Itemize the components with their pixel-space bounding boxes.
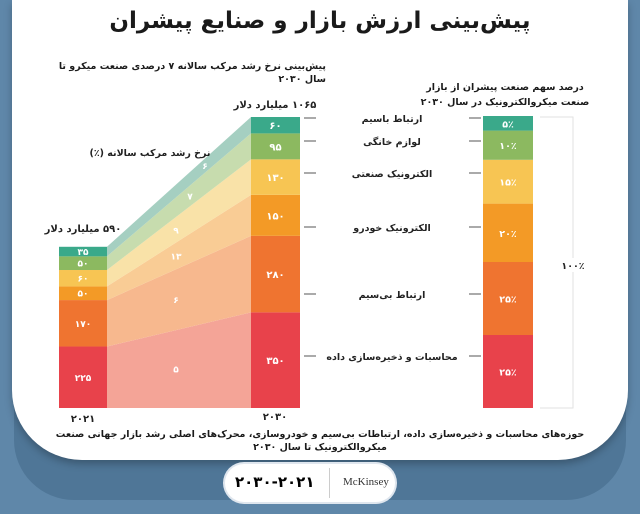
bar-segment-2030 bbox=[251, 194, 300, 236]
value-label-2021: ۵۰ bbox=[78, 260, 89, 270]
category-label: ارتباط بی‌سیم bbox=[359, 290, 426, 301]
page-title: پیش‌بینی ارزش بازار و صنایع پیشران bbox=[109, 8, 531, 34]
flow-band bbox=[107, 159, 251, 287]
bar-segment-2030 bbox=[251, 133, 300, 160]
share-total: ۱۰۰٪ bbox=[561, 261, 584, 272]
share-segment bbox=[483, 262, 533, 335]
share-chart-header: درصد سهم صنعت پیشران از بازار صنعت میکرو… bbox=[420, 82, 590, 108]
bar-segment-2030 bbox=[251, 117, 300, 134]
bar-segment-2021 bbox=[59, 270, 107, 287]
bracket-gap bbox=[558, 258, 588, 272]
year-range: ۲۰۳۰-۲۰۲۱ bbox=[235, 473, 315, 491]
cagr-title: نرخ رشد مرکب سالانه (٪) bbox=[89, 148, 210, 159]
share-segment bbox=[483, 203, 533, 262]
flow-band bbox=[107, 235, 251, 347]
flow-band bbox=[107, 312, 251, 408]
year-2030: ۲۰۳۰ bbox=[263, 412, 287, 423]
flow-band bbox=[107, 133, 251, 271]
share-segment bbox=[483, 335, 533, 408]
value-label-2030: ۹۵ bbox=[269, 142, 281, 153]
category-label: محاسبات و ذخیره‌سازی داده bbox=[326, 352, 457, 363]
share-label: ۱۰٪ bbox=[499, 141, 517, 152]
footer-note: حوزه‌های محاسبات و ذخیره‌سازی داده، ارتب… bbox=[55, 429, 585, 453]
bar-segment-2030 bbox=[251, 235, 300, 313]
share-label: ۲۵٪ bbox=[499, 368, 517, 379]
cagr-label: ۵ bbox=[173, 366, 179, 376]
flow-band bbox=[107, 117, 251, 257]
category-label: ارتباط باسیم bbox=[362, 114, 423, 125]
category-label: لوازم خانگی bbox=[363, 136, 421, 148]
share-label: ۲۵٪ bbox=[499, 295, 517, 306]
cagr-label: ۱۳ bbox=[171, 252, 182, 262]
source-pill: ۲۰۳۰-۲۰۲۱ McKinsey bbox=[225, 464, 395, 502]
value-label-2030: ۱۳۰ bbox=[266, 173, 284, 184]
cagr-label: ۶ bbox=[173, 296, 179, 306]
year-2021: ۲۰۲۱ bbox=[71, 414, 95, 425]
total-2030: ۱۰۶۵ میلیارد دلار bbox=[233, 100, 317, 111]
value-label-2030: ۳۵۰ bbox=[266, 356, 284, 367]
share-segment bbox=[483, 130, 533, 160]
bar-segment-2021 bbox=[59, 346, 107, 408]
value-label-2021: ۳۵ bbox=[78, 248, 89, 258]
bar-segment-2030 bbox=[251, 312, 300, 408]
cagr-label: ۹ bbox=[173, 226, 179, 236]
value-label-2021: ۵۰ bbox=[78, 290, 89, 300]
chart-subtitle: پیش‌بینی نرخ رشد مرکب سالانه ۷ درصدی صنع… bbox=[58, 61, 326, 85]
bar-segment-2030 bbox=[251, 159, 300, 195]
value-label-2021: ۶۰ bbox=[78, 275, 89, 285]
cagr-label: ۷ bbox=[187, 192, 193, 202]
cagr-label: ۶ bbox=[202, 162, 208, 172]
category-label: الکترونیک خودرو bbox=[352, 223, 431, 234]
category-label: الکترونیک صنعتی bbox=[352, 169, 432, 180]
source-label: McKinsey bbox=[343, 476, 389, 488]
share-label: ۲۰٪ bbox=[499, 229, 517, 240]
bar-segment-2021 bbox=[59, 256, 107, 271]
share-segment bbox=[483, 159, 533, 204]
share-label: ۵٪ bbox=[502, 119, 514, 130]
divider bbox=[329, 468, 330, 498]
value-label-2021: ۱۷۰ bbox=[75, 320, 91, 330]
value-label-2021: ۲۲۵ bbox=[75, 374, 92, 384]
bar-segment-2021 bbox=[59, 286, 107, 301]
share-label: ۱۵٪ bbox=[499, 178, 517, 189]
total-2021: ۵۹۰ میلیارد دلار bbox=[44, 224, 122, 235]
value-label-2030: ۲۸۰ bbox=[266, 270, 284, 281]
bar-segment-2021 bbox=[59, 300, 107, 347]
value-label-2030: ۶۰ bbox=[269, 121, 281, 132]
flow-band bbox=[107, 194, 251, 301]
bar-segment-2021 bbox=[59, 246, 107, 257]
share-segment bbox=[483, 116, 533, 131]
value-label-2030: ۱۵۰ bbox=[266, 211, 284, 222]
